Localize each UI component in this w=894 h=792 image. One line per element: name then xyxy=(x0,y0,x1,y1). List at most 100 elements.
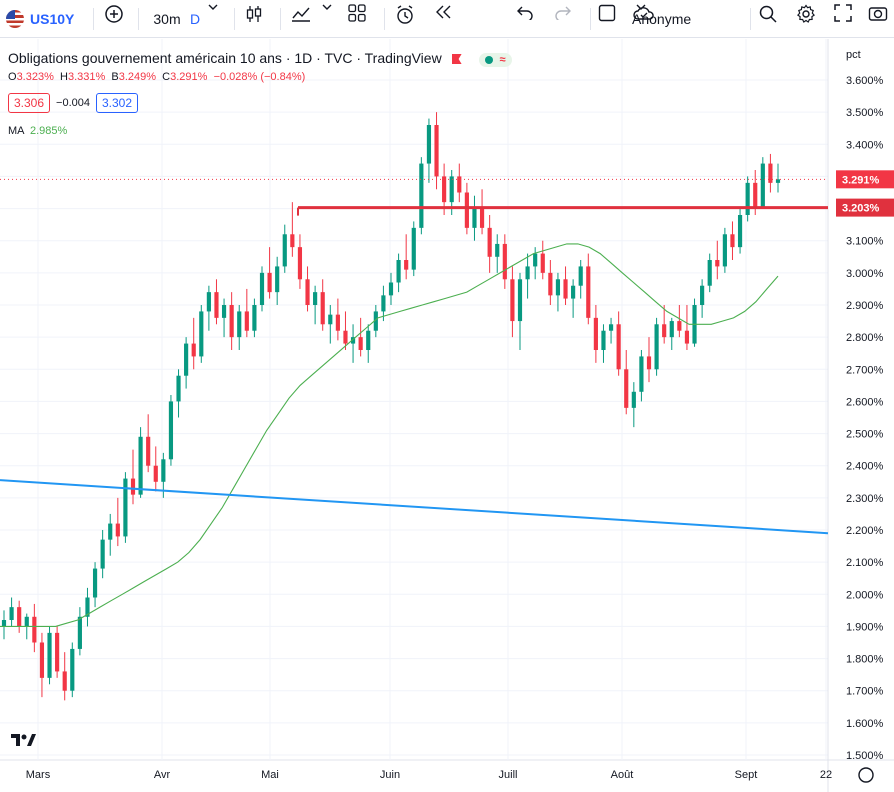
candle-body xyxy=(24,616,29,627)
candle-body xyxy=(555,279,561,296)
status-dot-icon xyxy=(485,56,494,65)
sell-price-box[interactable]: 3.306 xyxy=(8,93,51,113)
candle-body xyxy=(654,324,659,370)
axis-settings-icon[interactable] xyxy=(858,767,874,783)
spread-value: −0.004 xyxy=(56,97,90,109)
buy-price-box[interactable]: 3.302 xyxy=(95,93,139,113)
candle-body xyxy=(17,607,22,627)
hline-price-tag xyxy=(836,198,894,217)
candle-body xyxy=(479,208,485,228)
candle-body xyxy=(495,243,500,257)
candle-body xyxy=(297,247,303,280)
open-value: 3.323% xyxy=(16,71,54,83)
candle-body xyxy=(517,279,523,322)
price-tick-label: 2.600% xyxy=(846,396,884,408)
interval-button[interactable]: 30m xyxy=(148,4,186,34)
candle-body xyxy=(426,125,432,164)
settings-gear-icon[interactable] xyxy=(796,4,824,34)
candle-body xyxy=(259,272,265,305)
wave-icon: ≈ xyxy=(499,54,506,66)
candle-body xyxy=(229,305,234,338)
candle-body xyxy=(593,317,598,350)
price-tick-label: 3.600% xyxy=(846,75,884,87)
candle-body xyxy=(77,616,82,649)
candle-body xyxy=(305,279,310,305)
candle-body xyxy=(586,266,591,318)
candle-body xyxy=(290,234,295,248)
candle-body xyxy=(419,163,424,228)
candle-body xyxy=(601,330,606,350)
price-tick-label: 2.400% xyxy=(846,461,884,473)
candle-body xyxy=(608,324,614,331)
price-tick-label: 1.900% xyxy=(846,621,884,633)
chart-legend: Obligations gouvernement américain 10 an… xyxy=(8,50,512,67)
candle-body xyxy=(624,369,629,408)
candle-body xyxy=(206,292,211,312)
price-unit-label: pct xyxy=(846,49,861,61)
candle-body xyxy=(388,282,394,296)
candle-body xyxy=(745,182,750,215)
candle-body xyxy=(85,597,90,617)
time-tick-label: Mars xyxy=(26,769,51,781)
trend-line xyxy=(0,479,829,535)
price-tick-label: 2.900% xyxy=(846,300,884,312)
high-value: 3.331% xyxy=(67,71,106,83)
interval-label: 30m xyxy=(153,11,181,27)
account-menu-button[interactable]: Anonyme xyxy=(632,4,742,34)
fullscreen-square-icon[interactable] xyxy=(598,4,626,34)
candle-body xyxy=(510,279,515,322)
chevron-down-icon[interactable] xyxy=(208,4,226,34)
candle-body xyxy=(730,234,735,248)
cloud-icon xyxy=(633,7,654,20)
candle-body xyxy=(366,330,371,350)
top-toolbar: US10Y 30m D Anonyme xyxy=(0,0,894,38)
candle-body xyxy=(47,632,52,678)
tradingview-logo-icon[interactable] xyxy=(10,732,36,748)
time-tick-label: 22 xyxy=(820,769,832,781)
candle-body xyxy=(700,285,705,305)
candle-body xyxy=(9,607,14,620)
candle-body xyxy=(381,295,386,312)
candle-body xyxy=(434,125,439,177)
price-tick-label: 2.500% xyxy=(846,429,884,441)
candle-body xyxy=(646,356,652,370)
candle-body xyxy=(768,163,773,183)
candle-body xyxy=(464,192,469,228)
candle-body xyxy=(161,459,166,482)
candle-body xyxy=(373,311,378,331)
indicators-icon[interactable] xyxy=(290,4,318,34)
flag-icon xyxy=(451,54,462,64)
candle-body xyxy=(775,179,781,183)
camera-icon[interactable] xyxy=(868,4,892,34)
interval-d-button[interactable]: D xyxy=(186,4,204,34)
last-price-tag xyxy=(836,170,894,189)
candle-body xyxy=(350,337,356,344)
candle-body xyxy=(92,568,98,598)
candle-body xyxy=(55,632,60,672)
candle-body xyxy=(100,539,105,569)
market-status-badge[interactable]: ≈ xyxy=(479,53,512,67)
replay-icon[interactable] xyxy=(434,4,462,34)
fullscreen-icon[interactable] xyxy=(834,4,862,34)
candle-body xyxy=(540,253,545,273)
alert-clock-icon[interactable] xyxy=(394,4,422,34)
layout-grid-icon[interactable] xyxy=(348,4,376,34)
compare-plus-icon[interactable] xyxy=(104,4,130,34)
candle-body xyxy=(130,478,136,495)
candle-body xyxy=(457,176,462,193)
candle-body xyxy=(487,227,492,257)
undo-icon[interactable] xyxy=(516,4,544,34)
interval-suffix-label: D xyxy=(189,11,201,27)
search-icon[interactable] xyxy=(758,4,786,34)
candle-body xyxy=(571,285,576,299)
symbol-search-button[interactable]: US10Y xyxy=(6,4,86,34)
candles-icon[interactable] xyxy=(244,4,272,34)
candle-body xyxy=(32,616,37,643)
redo-icon[interactable] xyxy=(554,4,582,34)
candle-body xyxy=(275,266,280,293)
price-tick-label: 2.300% xyxy=(846,493,884,505)
time-tick-label: Avr xyxy=(154,769,171,781)
chevron-down-icon[interactable] xyxy=(322,4,340,34)
change-value: −0.028% (−0.84%) xyxy=(213,71,306,83)
